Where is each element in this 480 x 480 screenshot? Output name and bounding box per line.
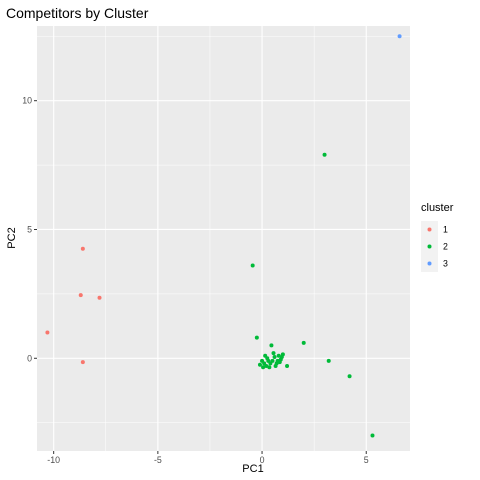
data-point-cluster-2	[322, 152, 327, 157]
data-point-cluster-2	[279, 354, 284, 359]
data-point-cluster-2	[285, 364, 290, 368]
legend: cluster 1 2 3	[421, 202, 454, 272]
legend-items: 1 2 3	[421, 221, 448, 272]
x-tick-label: 0	[260, 455, 265, 465]
grid-major	[37, 26, 410, 451]
data-point-cluster-2	[275, 358, 280, 363]
x-tick-label: 5	[364, 455, 369, 465]
x-axis-title: PC1	[242, 463, 263, 475]
data-point-cluster-3	[397, 34, 402, 39]
legend-title: cluster	[421, 202, 454, 214]
data-point-cluster-1	[97, 295, 102, 300]
data-point-cluster-2	[370, 433, 375, 438]
legend-key-2	[427, 244, 432, 249]
legend-key-1	[427, 227, 432, 232]
x-axis: -10 -5 0 5	[47, 451, 369, 465]
data-point-cluster-2	[257, 362, 262, 367]
y-tick-label: 0	[27, 353, 32, 363]
data-points	[45, 34, 402, 438]
y-tick-label: 10	[22, 96, 32, 106]
legend-label-2: 2	[443, 242, 448, 252]
legend-key-3	[427, 261, 432, 266]
data-point-cluster-2	[272, 354, 277, 359]
data-point-cluster-1	[80, 246, 85, 251]
grid-minor	[37, 26, 410, 451]
data-point-cluster-2	[273, 364, 278, 368]
data-point-cluster-2	[267, 365, 272, 370]
data-point-cluster-2	[269, 343, 274, 348]
data-point-cluster-1	[45, 330, 50, 335]
plot-panel	[37, 26, 410, 451]
legend-label-1: 1	[443, 225, 448, 235]
data-point-cluster-2	[326, 358, 331, 363]
data-point-cluster-1	[78, 293, 83, 298]
data-point-cluster-2	[254, 335, 259, 340]
data-point-cluster-2	[271, 351, 276, 356]
x-tick-label: -10	[47, 455, 60, 465]
data-point-cluster-2	[301, 340, 306, 345]
y-axis: 0 5 10	[22, 96, 37, 363]
data-point-cluster-2	[270, 358, 275, 363]
data-point-cluster-2	[264, 364, 269, 368]
x-tick-label: -5	[154, 455, 162, 465]
data-point-cluster-2	[250, 263, 255, 268]
chart-title: Competitors by Cluster	[6, 5, 149, 21]
data-point-cluster-2	[276, 353, 281, 358]
data-point-cluster-2	[263, 353, 268, 358]
legend-label-3: 3	[443, 259, 448, 269]
y-axis-title: PC2	[6, 227, 18, 248]
data-point-cluster-1	[80, 360, 85, 365]
data-point-cluster-2	[347, 374, 352, 379]
data-point-cluster-2	[261, 365, 266, 370]
y-tick-label: 5	[27, 224, 32, 234]
